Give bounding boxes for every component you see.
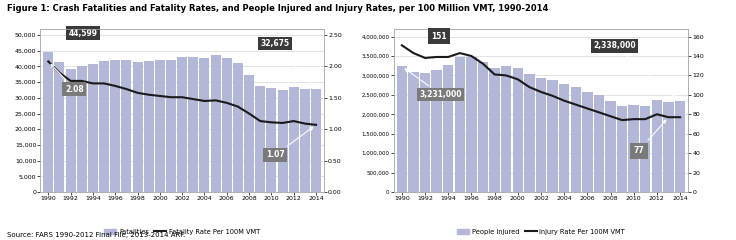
Text: 1.07: 1.07 (266, 127, 313, 159)
Bar (88, 64, 98, 192)
Bar (582, 92, 592, 192)
Bar (605, 101, 616, 192)
Bar (144, 61, 154, 192)
Bar (466, 57, 477, 192)
Bar (188, 57, 198, 192)
Bar (512, 68, 523, 192)
Bar (289, 87, 299, 192)
Bar (300, 89, 310, 192)
Bar (166, 60, 176, 192)
Bar (177, 57, 187, 192)
Bar (397, 66, 407, 192)
Bar (640, 106, 651, 192)
Bar (431, 70, 442, 192)
Bar (244, 75, 254, 192)
Bar (478, 62, 488, 192)
Text: Source: FARS 1990-2012 Final File, 2013-2014 ARF.: Source: FARS 1990-2012 Final File, 2013-… (7, 232, 185, 238)
Bar (675, 101, 685, 192)
Bar (222, 58, 232, 192)
Bar (77, 66, 87, 192)
Bar (455, 57, 465, 192)
Text: 32,675: 32,675 (261, 39, 314, 86)
Bar (54, 62, 65, 192)
Bar (110, 60, 120, 192)
Bar (443, 65, 453, 192)
Bar (132, 62, 143, 192)
Bar (155, 60, 165, 192)
Bar (559, 84, 570, 192)
Legend: People Injured, Injury Rate Per 100M VMT: People Injured, Injury Rate Per 100M VMT (454, 226, 628, 238)
Bar (548, 80, 558, 192)
Bar (617, 106, 627, 192)
Bar (663, 102, 673, 192)
Bar (66, 69, 76, 192)
Bar (489, 68, 500, 192)
Bar (311, 90, 321, 192)
Text: 2,338,000: 2,338,000 (593, 41, 677, 99)
Bar (266, 88, 277, 192)
Bar (255, 86, 265, 192)
Text: Figure 1: Crash Fatalities and Fatality Rates, and People Injured and Injury Rat: Figure 1: Crash Fatalities and Fatality … (7, 4, 549, 12)
Bar (199, 58, 210, 192)
Bar (651, 100, 662, 192)
Bar (121, 60, 132, 192)
Bar (629, 105, 639, 192)
Text: 151: 151 (406, 31, 447, 45)
Text: 2.08: 2.08 (51, 64, 84, 94)
Bar (277, 90, 288, 192)
Bar (210, 55, 221, 192)
Bar (524, 74, 534, 192)
Bar (570, 87, 581, 192)
Bar (536, 78, 546, 192)
Bar (43, 52, 53, 192)
Bar (233, 62, 243, 192)
Text: 3,231,000: 3,231,000 (405, 69, 461, 99)
Bar (501, 66, 512, 192)
Bar (594, 95, 604, 192)
Legend: Fatalities, Fatality Rate Per 100M VMT: Fatalities, Fatality Rate Per 100M VMT (102, 226, 263, 238)
Text: 44,599: 44,599 (52, 29, 97, 50)
Bar (420, 73, 431, 192)
Bar (99, 61, 109, 192)
Text: 77: 77 (634, 120, 666, 155)
Bar (408, 72, 419, 192)
